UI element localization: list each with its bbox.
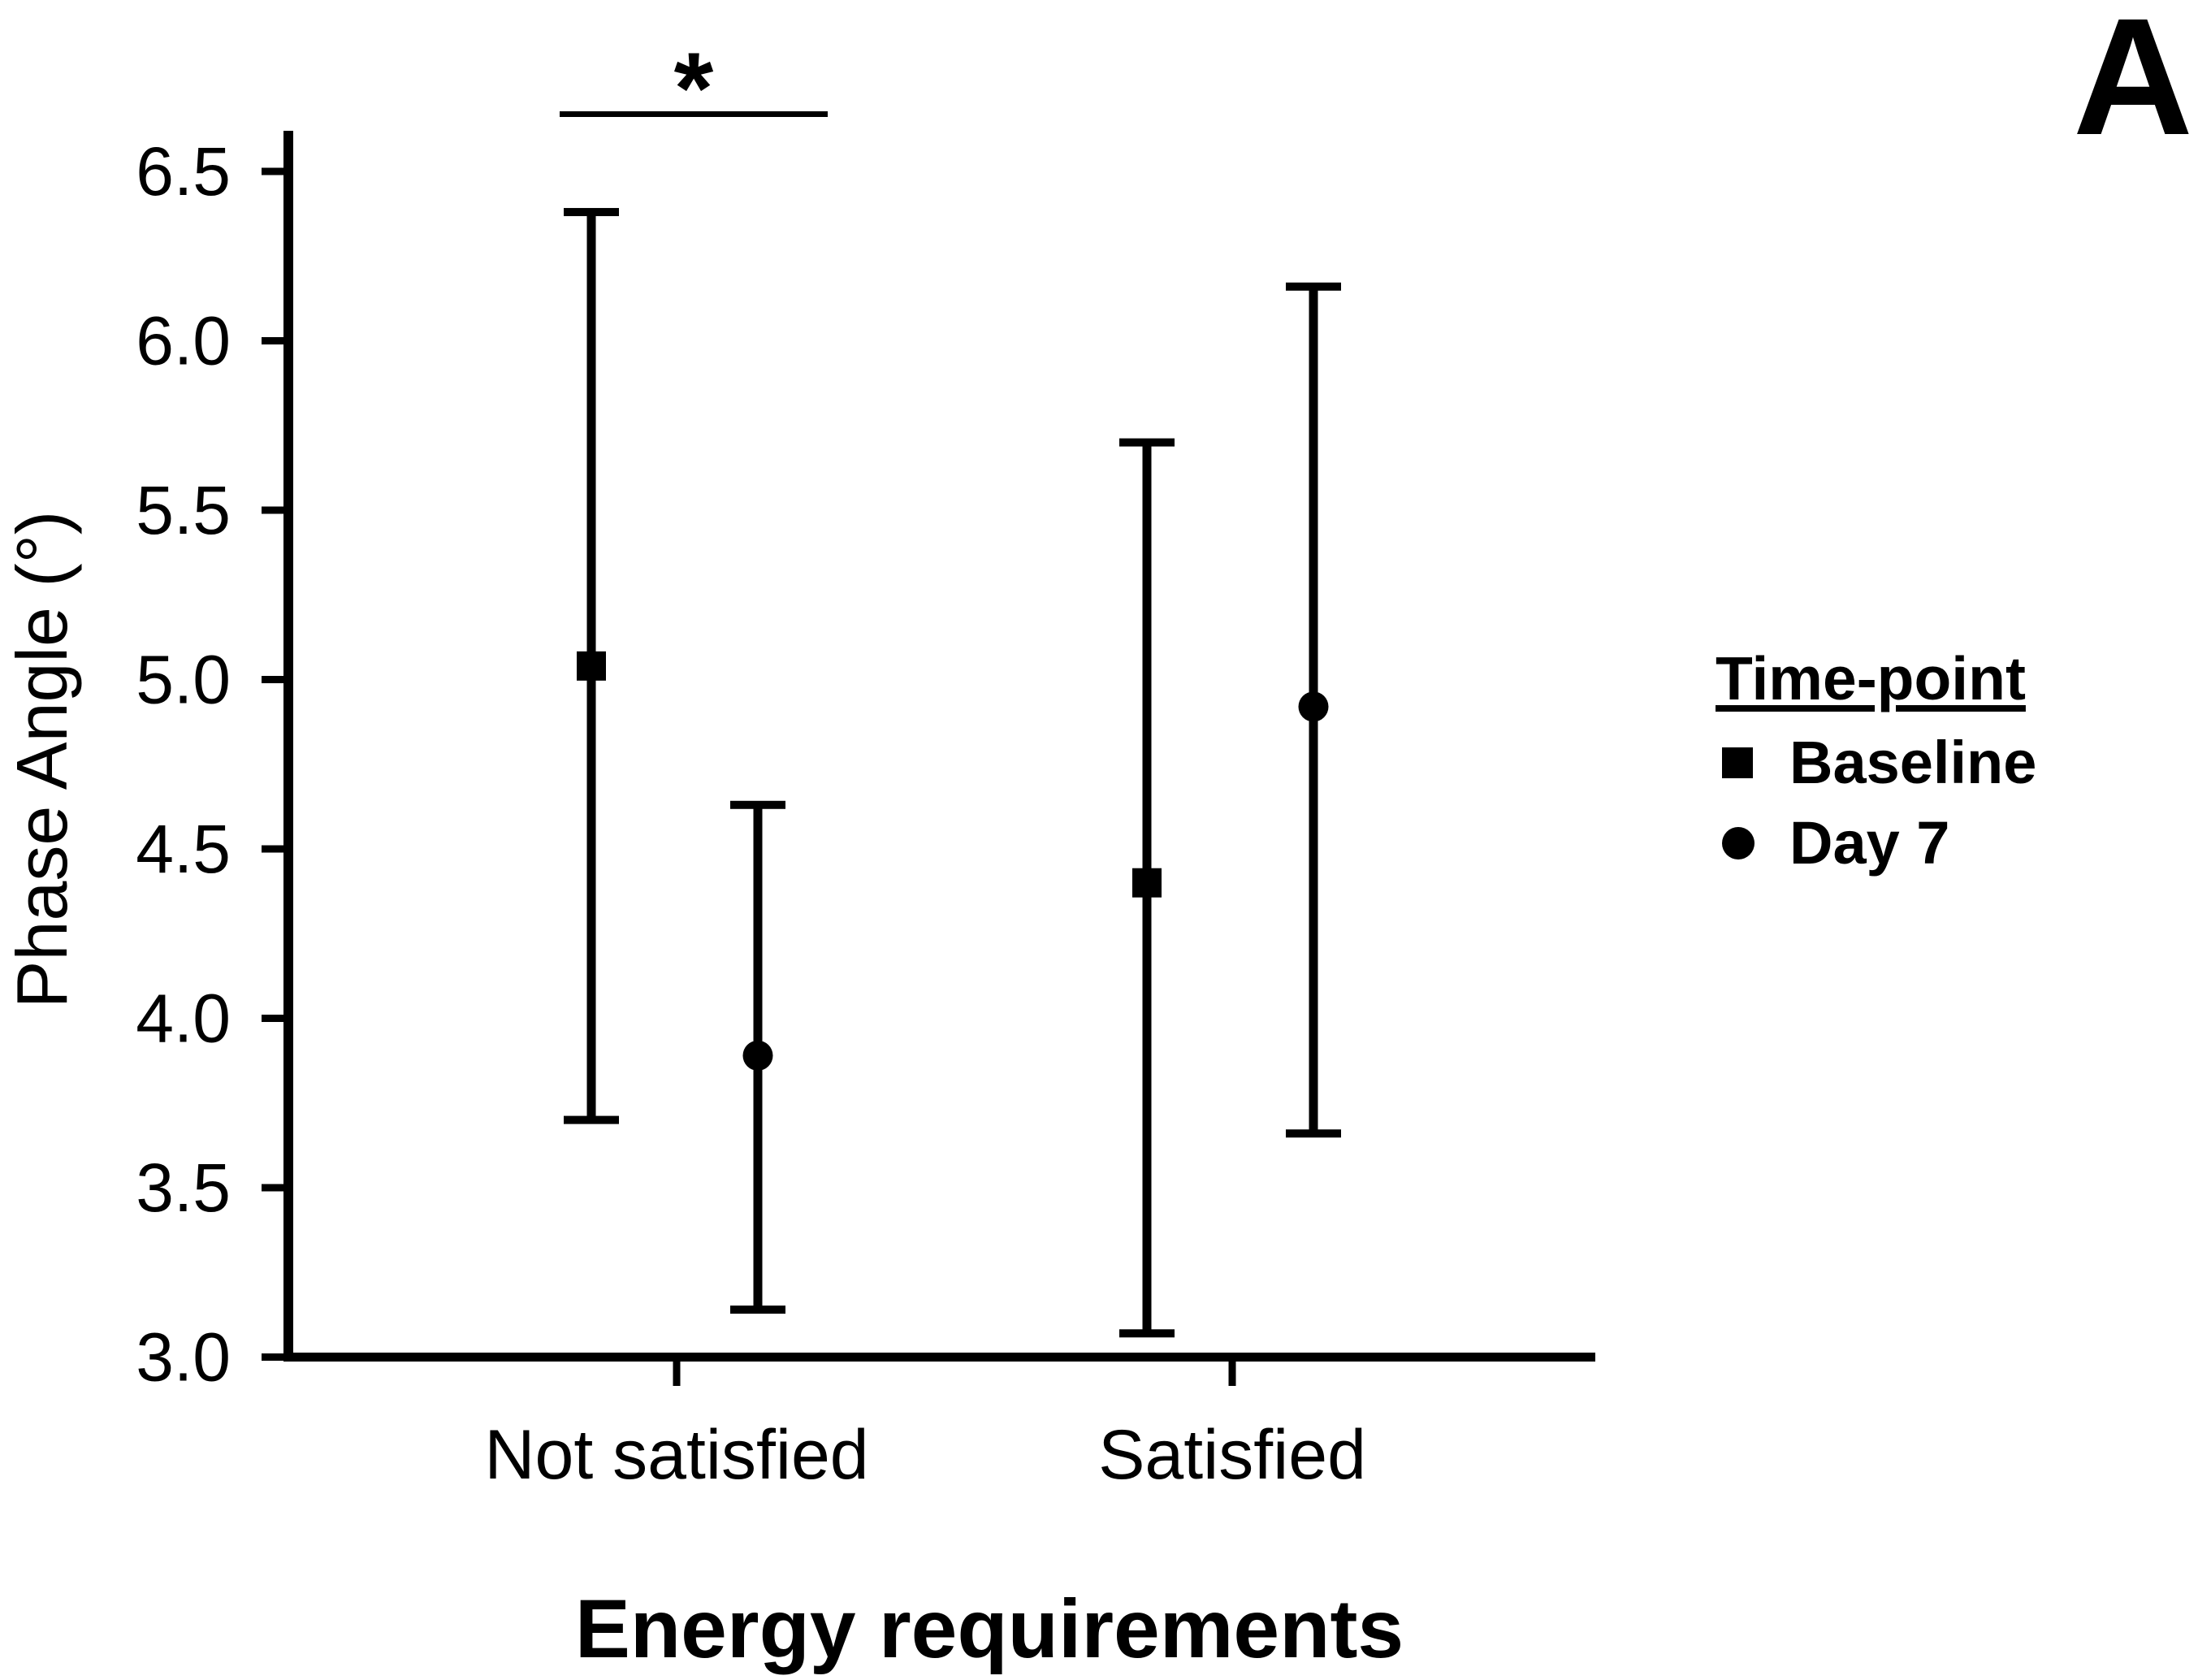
y-tick — [262, 506, 283, 514]
y-tick-label: 4.0 — [136, 981, 231, 1057]
panel-letter: A — [2072, 0, 2193, 170]
significance-asterisk: * — [674, 32, 714, 145]
y-tick-label: 5.5 — [136, 472, 231, 548]
y-tick-label: 6.5 — [136, 133, 231, 210]
y-tick — [262, 676, 283, 683]
error-bar-cap-top — [730, 800, 785, 809]
y-tick — [262, 167, 283, 175]
x-axis-line — [283, 1353, 1595, 1362]
legend-label-baseline: Baseline — [1789, 728, 2037, 796]
error-bar-cap-bottom — [564, 1115, 619, 1124]
marker-baseline-square — [1132, 868, 1162, 898]
significance-bracket — [560, 111, 828, 117]
y-tick — [262, 1015, 283, 1022]
y-tick-label: 4.5 — [136, 811, 231, 887]
error-bar-cap-bottom — [1286, 1129, 1341, 1138]
y-tick — [262, 845, 283, 853]
x-tick — [673, 1362, 681, 1386]
category-label: Satisfied — [1098, 1416, 1366, 1494]
error-bar-cap-top — [1119, 438, 1175, 447]
marker-baseline-square — [577, 651, 606, 681]
error-bar-cap-top — [1286, 282, 1341, 291]
y-tick — [262, 1184, 283, 1192]
baseline-square-icon — [1722, 747, 1763, 778]
category-label: Not satisfied — [484, 1416, 868, 1494]
legend: Time-point Baseline Day 7 — [1716, 643, 2170, 885]
y-tick-label: 3.0 — [136, 1319, 231, 1396]
y-tick — [262, 337, 283, 344]
y-tick — [262, 1353, 283, 1361]
y-axis-line — [283, 131, 293, 1362]
error-bar-cap-bottom — [1119, 1329, 1175, 1338]
error-bar-cap-bottom — [730, 1305, 785, 1314]
error-bar-cap-top — [564, 208, 619, 217]
marker-day7-circle — [742, 1040, 773, 1071]
x-tick — [1228, 1362, 1236, 1386]
y-tick-label: 6.0 — [136, 303, 231, 379]
y-tick-label: 5.0 — [136, 642, 231, 718]
legend-item-baseline: Baseline — [1716, 725, 2170, 800]
y-axis-title: Phase Angle (°) — [2, 510, 82, 1009]
day7-circle-icon — [1722, 826, 1763, 859]
marker-day7-circle — [1298, 691, 1329, 722]
legend-label-day7: Day 7 — [1789, 808, 1950, 877]
x-axis-title: Energy requirements — [574, 1583, 1404, 1675]
legend-title: Time-point — [1716, 644, 2026, 712]
legend-item-day7: Day 7 — [1716, 805, 2170, 881]
y-tick-label: 3.5 — [136, 1150, 231, 1226]
